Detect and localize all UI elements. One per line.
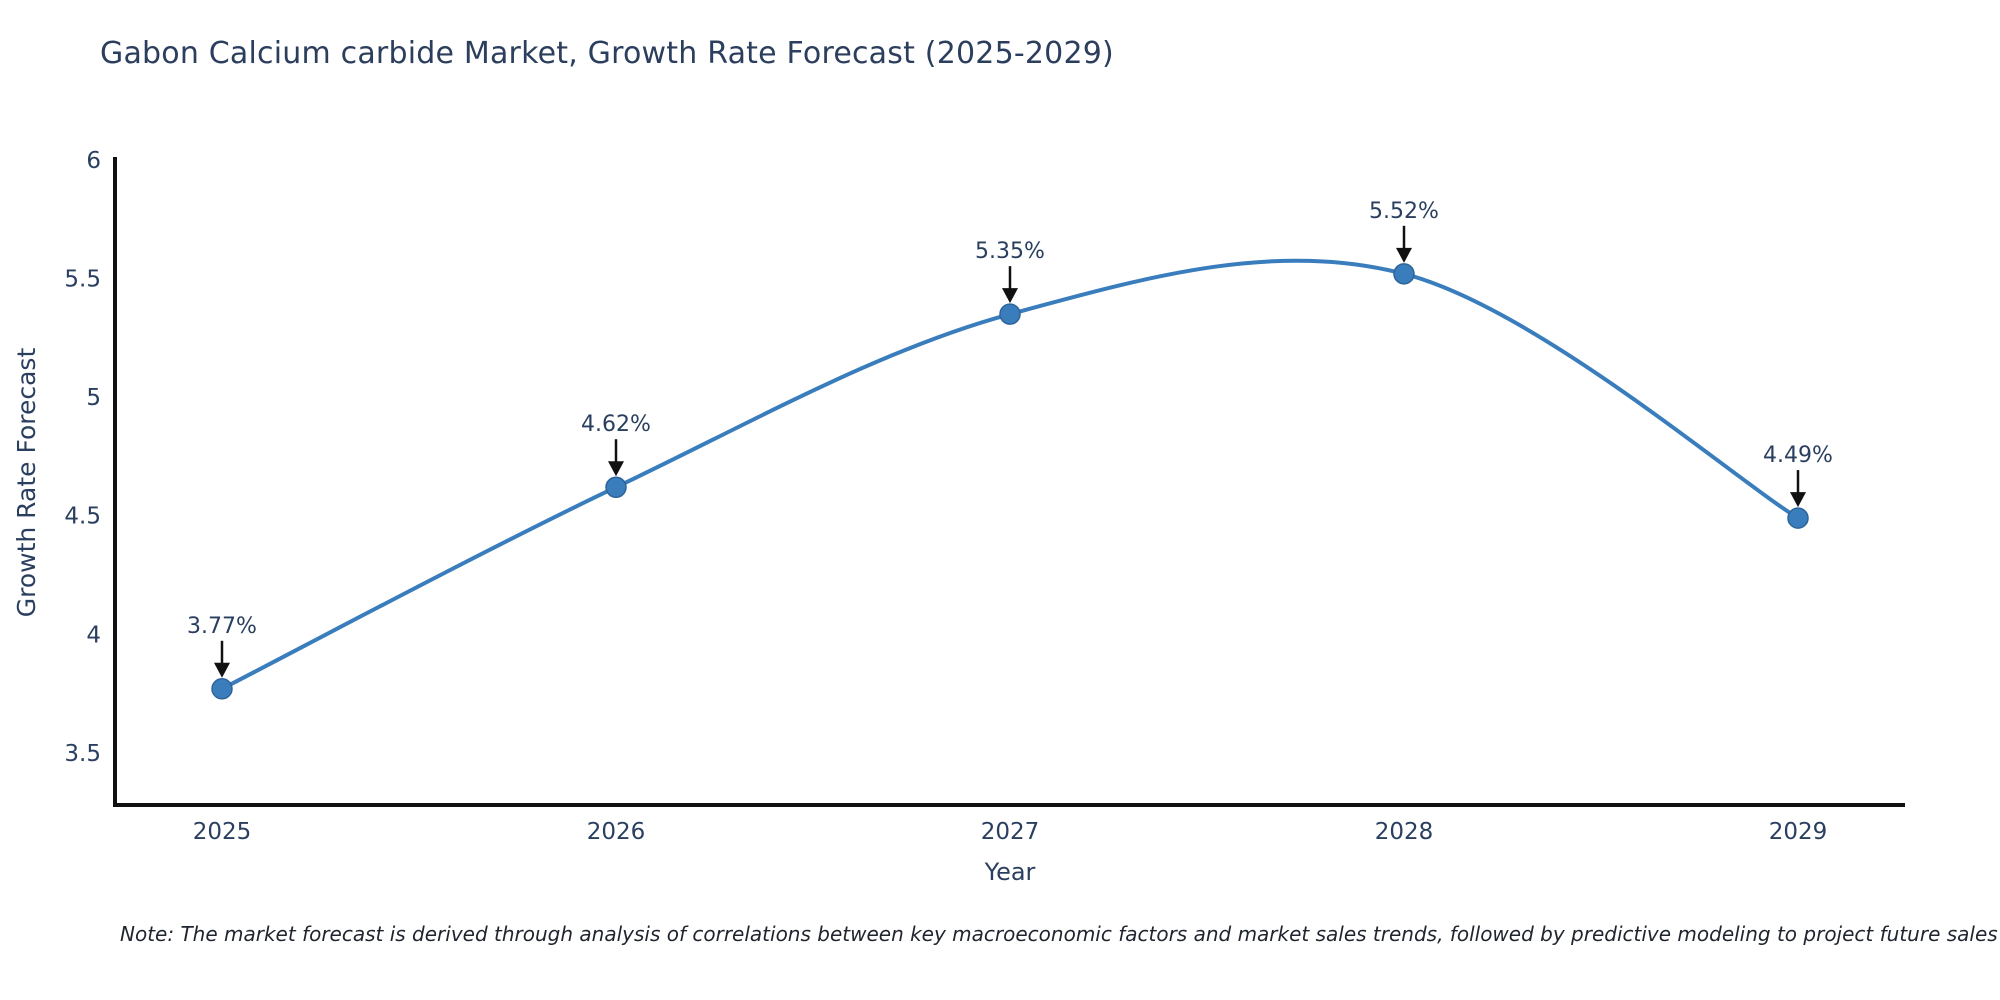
data-point-2028[interactable] — [1393, 263, 1415, 285]
annotation-arrowhead — [214, 662, 230, 678]
annotation-label-2029: 4.49% — [1763, 443, 1833, 468]
footnote: Note: The market forecast is derived thr… — [120, 922, 1998, 946]
y-tick-label: 5.5 — [64, 267, 101, 293]
data-point-2025[interactable] — [211, 678, 233, 700]
annotation-label-2025: 3.77% — [187, 614, 257, 639]
annotation-label-2026: 4.62% — [581, 412, 651, 437]
y-tick-label: 6 — [86, 148, 101, 174]
x-tick-label: 2029 — [1769, 819, 1828, 845]
y-axis-title: Growth Rate Forecast — [12, 347, 41, 618]
annotation-arrowhead — [608, 461, 624, 477]
chart-title: Gabon Calcium carbide Market, Growth Rat… — [100, 36, 1114, 71]
trend-line — [220, 258, 1800, 691]
y-tick-label: 5 — [86, 385, 101, 411]
x-tick-label: 2025 — [193, 819, 252, 845]
y-tick-label: 3.5 — [64, 741, 101, 767]
annotation-label-2028: 5.52% — [1369, 199, 1439, 224]
data-point-2029[interactable] — [1787, 507, 1809, 529]
x-tick-label: 2028 — [1375, 819, 1434, 845]
data-point-2026[interactable] — [605, 476, 627, 498]
data-point-2027[interactable] — [999, 303, 1021, 325]
annotation-arrowhead — [1002, 288, 1018, 304]
y-tick-label: 4 — [86, 622, 101, 648]
annotation-arrowhead — [1396, 247, 1412, 263]
x-tick-label: 2027 — [981, 819, 1040, 845]
annotation-arrowhead — [1790, 492, 1806, 508]
annotation-label-2027: 5.35% — [975, 239, 1045, 264]
y-tick-label: 4.5 — [64, 504, 101, 530]
x-tick-label: 2026 — [587, 819, 646, 845]
x-axis-title: Year — [984, 858, 1036, 886]
